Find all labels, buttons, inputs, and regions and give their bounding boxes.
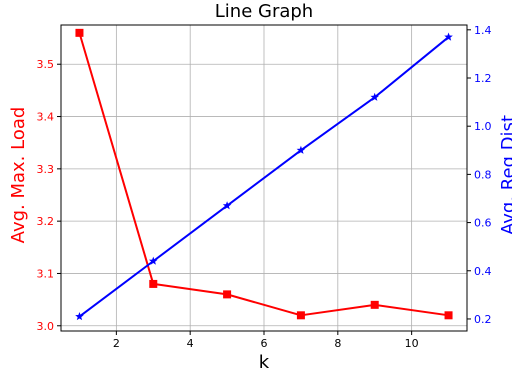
x-axis-label: k bbox=[259, 352, 270, 373]
x-tick-label: 6 bbox=[261, 337, 268, 350]
y-left-tick-label: 3.3 bbox=[37, 163, 55, 176]
data-point-star bbox=[75, 312, 84, 321]
series-left bbox=[75, 28, 453, 320]
data-point-star bbox=[148, 256, 158, 265]
y-right-tick-label: 1.4 bbox=[474, 24, 492, 37]
series-right bbox=[75, 32, 453, 321]
y-axis-right-label: Avg. Req Dist bbox=[498, 115, 512, 235]
chart-title: Line Graph bbox=[215, 1, 313, 22]
data-point-square bbox=[444, 311, 453, 320]
y-right-tick-label: 1.0 bbox=[474, 120, 492, 133]
axes: 2 4 6 8 10 3.0 3.1 3.2 3.3 3.4 3.5 0.2 0.4 0.6 0.8 1.0 1… bbox=[37, 24, 492, 350]
data-point-star bbox=[296, 145, 306, 154]
y-left-tick-label: 3.4 bbox=[37, 111, 55, 124]
data-point-square bbox=[75, 28, 84, 37]
data-point-star bbox=[370, 92, 380, 101]
y-right-tick-label: 0.4 bbox=[474, 265, 492, 278]
x-tick-label: 2 bbox=[113, 337, 120, 350]
data-point-square bbox=[370, 300, 379, 309]
data-point-square bbox=[296, 311, 305, 320]
series-layer bbox=[75, 28, 453, 321]
y-right-tick-label: 0.8 bbox=[474, 168, 492, 181]
y-right-tick-label: 1.2 bbox=[474, 72, 492, 85]
y-right-tick-label: 0.2 bbox=[474, 313, 492, 326]
x-tick-label: 8 bbox=[334, 337, 341, 350]
x-tick-label: 4 bbox=[187, 337, 194, 350]
y-left-tick-label: 3.2 bbox=[37, 215, 55, 228]
y-left-tick-label: 3.5 bbox=[37, 58, 55, 71]
data-point-star bbox=[444, 32, 453, 41]
y-right-tick-label: 0.6 bbox=[474, 217, 492, 230]
data-point-star bbox=[222, 201, 232, 210]
series-line-right bbox=[78, 36, 450, 318]
data-point-square bbox=[223, 290, 232, 299]
y-left-tick-label: 3.0 bbox=[37, 320, 55, 333]
y-left-tick-label: 3.1 bbox=[37, 267, 55, 280]
series-line-left bbox=[78, 32, 449, 317]
x-tick-label: 10 bbox=[405, 337, 419, 350]
data-point-square bbox=[149, 279, 158, 288]
y-axis-left-label: Avg. Max. Load bbox=[8, 107, 29, 244]
grid bbox=[61, 25, 467, 331]
